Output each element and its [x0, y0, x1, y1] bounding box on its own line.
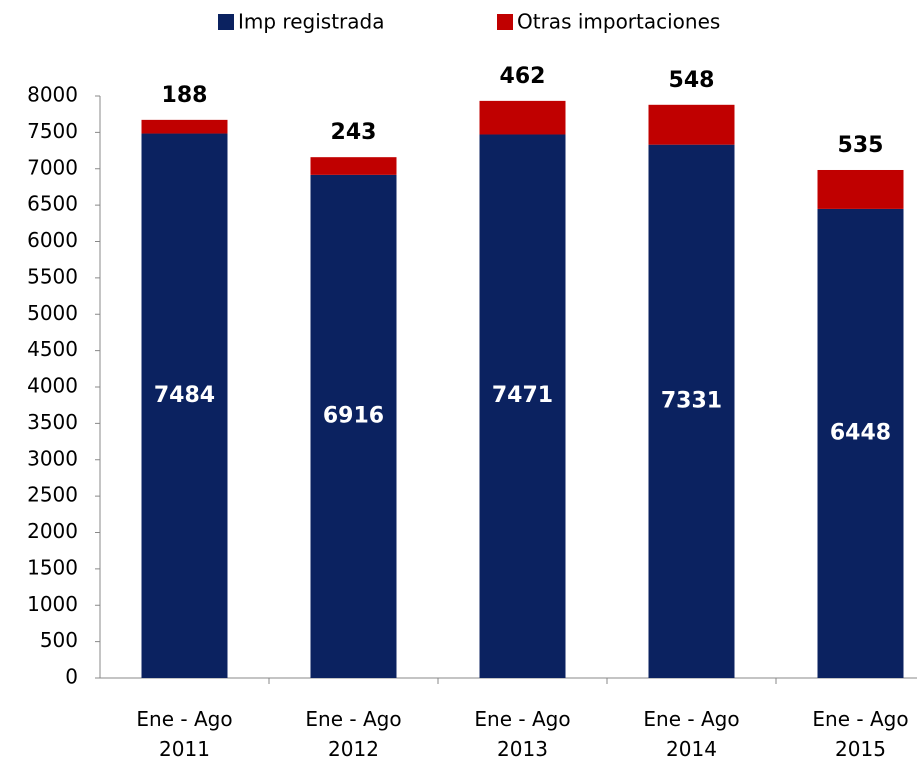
legend-label: Otras importaciones [517, 10, 720, 34]
x-tick-label: Ene - Ago 2015 [812, 707, 908, 761]
bar-segment [479, 134, 566, 679]
bar-segment [479, 100, 566, 135]
y-tick-label: 2500 [27, 483, 78, 507]
y-tick-label: 7000 [27, 155, 78, 179]
value-label: 7484 [154, 383, 215, 408]
y-tick-label: 4000 [27, 374, 78, 398]
legend-label: Imp registrada [238, 10, 384, 34]
value-label: 462 [500, 64, 546, 89]
bar-segment [141, 119, 228, 134]
value-label: 548 [669, 68, 715, 93]
x-tick-label: Ene - Ago 2014 [643, 707, 739, 761]
bar-segment [648, 104, 735, 145]
x-tick-label: Ene - Ago 2011 [136, 707, 232, 761]
y-tick-label: 5500 [27, 264, 78, 288]
y-tick-label: 6000 [27, 228, 78, 252]
bar-segment [648, 144, 735, 679]
y-tick-label: 2000 [27, 519, 78, 543]
y-tick-label: 3500 [27, 410, 78, 434]
y-tick-label: 4500 [27, 337, 78, 361]
y-tick-label: 5000 [27, 301, 78, 325]
value-label: 7471 [492, 383, 553, 408]
bar-segment [141, 133, 228, 678]
x-tick-label: Ene - Ago 2012 [305, 707, 401, 761]
y-tick-label: 1500 [27, 555, 78, 579]
x-tick-label: Ene - Ago 2013 [474, 707, 570, 761]
y-tick-label: 3000 [27, 446, 78, 470]
y-tick-label: 7500 [27, 119, 78, 143]
y-tick-label: 1000 [27, 592, 78, 616]
bar-segment [817, 169, 904, 209]
value-label: 7331 [661, 388, 722, 413]
value-label: 6448 [830, 420, 891, 445]
value-label: 535 [838, 133, 884, 158]
bar-segment [310, 157, 397, 175]
y-tick-label: 500 [40, 628, 78, 652]
legend-swatch [218, 14, 234, 30]
value-label: 6916 [323, 403, 384, 428]
bar-segment [817, 208, 904, 678]
value-label: 243 [331, 120, 377, 145]
legend-swatch [497, 14, 513, 30]
y-tick-label: 8000 [27, 83, 78, 107]
bar-segment [310, 174, 397, 678]
value-label: 188 [162, 83, 208, 108]
y-tick-label: 0 [65, 665, 78, 689]
y-tick-label: 6500 [27, 192, 78, 216]
